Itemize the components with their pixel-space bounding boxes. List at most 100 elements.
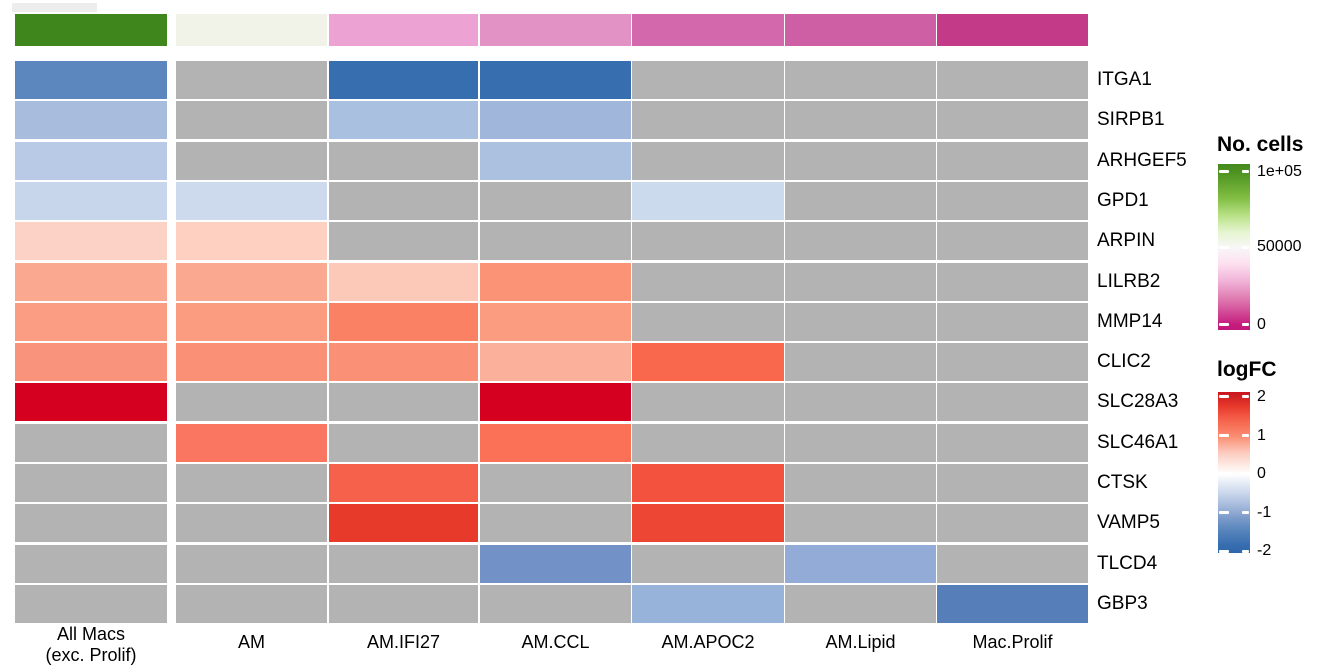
heatmap-cell [15,101,167,140]
heatmap-cell [329,141,478,180]
col-label-AM.IFI27: AM.IFI27 [366,632,441,652]
heatmap-cell [937,141,1088,180]
heatmap-cell [785,423,936,462]
heatmap-cell [785,383,936,422]
heatmap-cell [632,423,784,462]
heatmap-cell [480,504,631,543]
annotation-cell-AM.CCL [480,14,631,46]
legend-tick-dash [1219,323,1229,327]
heatmap-cell [329,222,478,261]
legend-tick-label: 50000 [1257,238,1302,256]
heatmap-cell [480,262,631,301]
annotation-cell-AM [176,14,327,46]
top-left-strip [12,3,97,12]
heatmap-cell [176,262,327,301]
legend-tick-dash [1242,395,1249,399]
legend-tick-dash [1219,549,1229,553]
heatmap-cell [15,262,167,301]
col-label-AM.APOC2: AM.APOC2 [661,632,755,652]
heatmap-cell [937,504,1088,543]
heatmap-cell [329,302,478,341]
heatmap-cell [785,343,936,382]
legend-tick-dash [1242,323,1249,327]
row-label-MMP14: MMP14 [1097,310,1163,332]
row-label-GBP3: GBP3 [1097,592,1148,614]
heatmap-cell [176,584,327,623]
heatmap-cell [937,383,1088,422]
legend-tick-label: -1 [1257,503,1272,521]
heatmap-cell [329,504,478,543]
col-label-AM.CCL: AM.CCL [521,632,590,652]
row-label-SLC28A3: SLC28A3 [1097,391,1179,413]
legend-tick-label: 0 [1257,315,1266,333]
heatmap-cell [176,423,327,462]
heatmap-cell [329,343,478,382]
heatmap-cell [937,61,1088,99]
legend-tick-label: 1 [1257,426,1266,444]
heatmap-cell [480,423,631,462]
heatmap-cell [480,61,631,99]
row-label-ARHGEF5: ARHGEF5 [1097,149,1187,171]
heatmap-cell [176,61,327,99]
heatmap-cell [632,222,784,261]
legend-tick-dash [1219,395,1229,399]
legend-tick-dash [1242,170,1249,174]
col-label-AM.Lipid: AM.Lipid [825,632,896,652]
heatmap-cell [632,584,784,623]
heatmap-cell [480,544,631,583]
heatmap-cell [632,504,784,543]
legend-tick-dash [1242,245,1249,249]
heatmap-cell [15,504,167,543]
heatmap-cell [15,181,167,220]
legend-tick-dash [1242,472,1249,476]
heatmap-cell [632,302,784,341]
row-label-GPD1: GPD1 [1097,189,1149,211]
heatmap-cell [15,141,167,180]
row-label-CLIC2: CLIC2 [1097,351,1151,373]
legend-tick-dash [1219,245,1229,249]
heatmap-cell [480,464,631,502]
legend-tick-dash [1219,170,1229,174]
heatmap-cell [937,343,1088,382]
heatmap-cell [176,504,327,543]
legend-tick-dash [1242,434,1249,438]
heatmap-cell [480,181,631,220]
heatmap-cell [937,464,1088,502]
row-label-VAMP5: VAMP5 [1097,512,1161,534]
heatmap-cell [632,61,784,99]
heatmap-cell [329,181,478,220]
heatmap-cell [15,222,167,261]
heatmap-cell [176,141,327,180]
legend-tick-label: -2 [1257,542,1272,560]
heatmap-cell [329,262,478,301]
heatmap-cell [480,141,631,180]
heatmap-cell [176,343,327,382]
legend-logfc-title: logFC [1217,358,1277,381]
heatmap-cell [176,181,327,220]
heatmap-cell [785,464,936,502]
heatmap-cell [480,302,631,341]
heatmap-cell [937,544,1088,583]
row-label-SLC46A1: SLC46A1 [1097,431,1179,453]
col-label-Mac.Prolif: Mac.Prolif [972,632,1053,652]
heatmap-cell [785,101,936,140]
heatmap-cell [329,584,478,623]
heatmap-cell [329,464,478,502]
heatmap-cell [937,222,1088,261]
heatmap-cell [15,544,167,583]
heatmap-cell [329,383,478,422]
legend-tick-dash [1242,549,1249,553]
legend-tick-dash [1242,511,1249,515]
heatmap-cell [176,222,327,261]
heatmap-cell [785,504,936,543]
heatmap-cell [480,383,631,422]
heatmap-cell [632,141,784,180]
heatmap-cell [329,101,478,140]
heatmap-cell [937,423,1088,462]
heatmap-cell [176,101,327,140]
heatmap-cell [15,302,167,341]
heatmap-cell [480,101,631,140]
heatmap-cell [785,222,936,261]
heatmap-cell [785,181,936,220]
heatmap-cell [480,343,631,382]
